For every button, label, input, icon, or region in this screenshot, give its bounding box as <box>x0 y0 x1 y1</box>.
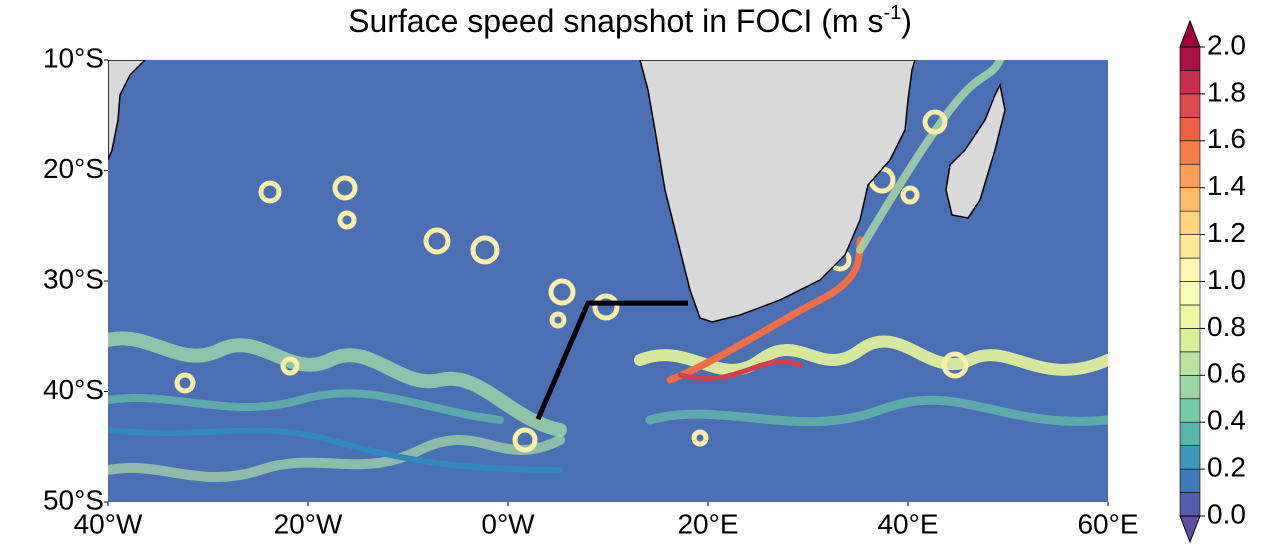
x-tick-label: 40°E <box>877 508 938 539</box>
colorbar-level <box>1179 304 1201 329</box>
colorbar-level <box>1179 374 1201 400</box>
colorbar-level <box>1179 445 1201 470</box>
colorbar-level <box>1179 210 1201 235</box>
currents <box>108 60 1108 482</box>
colorbar-level <box>1179 70 1201 95</box>
y-tick-label: 10°S <box>43 42 104 73</box>
title-sup: -1 <box>883 2 901 24</box>
ocean <box>108 60 1108 502</box>
y-tick-label: 50°S <box>43 484 104 515</box>
y-tick-label: 30°S <box>43 263 104 294</box>
colorbar-extend-max <box>1179 19 1201 48</box>
colorbar-tick-label: 0.6 <box>1207 358 1246 389</box>
colorbar-tick-label: 0.2 <box>1207 451 1246 482</box>
colorbar-tick-label: 0.4 <box>1207 405 1246 436</box>
x-tick-label: 60°E <box>1077 508 1138 539</box>
x-tick-label: 0°W <box>481 508 535 539</box>
y-tick-label: 40°S <box>43 374 104 405</box>
colorbar-level <box>1179 492 1201 517</box>
colorbar-level <box>1179 163 1201 189</box>
colorbar-level <box>1179 140 1201 165</box>
title-end: ) <box>901 3 912 39</box>
map-field <box>108 60 1108 502</box>
colorbar-tick-label: 1.6 <box>1207 123 1246 154</box>
colorbar-level <box>1179 257 1201 282</box>
colorbar-tick-label: 1.0 <box>1207 264 1246 295</box>
colorbar-level <box>1179 398 1201 423</box>
x-tick-label: 40°W <box>74 508 143 539</box>
section-line <box>535 300 688 421</box>
colorbar-tick-label: 0.0 <box>1207 498 1246 529</box>
colorbar-level <box>1179 93 1201 118</box>
colorbar-level <box>1179 281 1201 306</box>
colorbar-tick-label: 1.4 <box>1207 170 1246 201</box>
colorbar-tick-label: 1.8 <box>1207 76 1246 107</box>
colorbar-level <box>1179 46 1201 71</box>
title: Surface speed snapshot in FOCI (m s-1) <box>348 2 912 39</box>
x-tick-label: 20°E <box>677 508 738 539</box>
colorbar-level <box>1179 351 1201 376</box>
x-tick-label: 20°W <box>274 508 343 539</box>
colorbar-level <box>1179 328 1201 353</box>
colorbar-tick-label: 1.2 <box>1207 217 1246 248</box>
land <box>108 60 1006 323</box>
colorbar-tick-label: 2.0 <box>1207 29 1246 60</box>
colorbar-level <box>1179 234 1201 259</box>
colorbar-extend-min <box>1179 515 1201 544</box>
title-main: Surface speed snapshot in FOCI (m s <box>348 3 883 39</box>
colorbar-level <box>1179 468 1201 493</box>
colorbar-level <box>1179 187 1201 212</box>
colorbar-level <box>1179 117 1201 142</box>
colorbar-tick-label: 0.8 <box>1207 311 1246 342</box>
colorbar-level <box>1179 421 1201 446</box>
y-tick-label: 20°S <box>43 153 104 184</box>
